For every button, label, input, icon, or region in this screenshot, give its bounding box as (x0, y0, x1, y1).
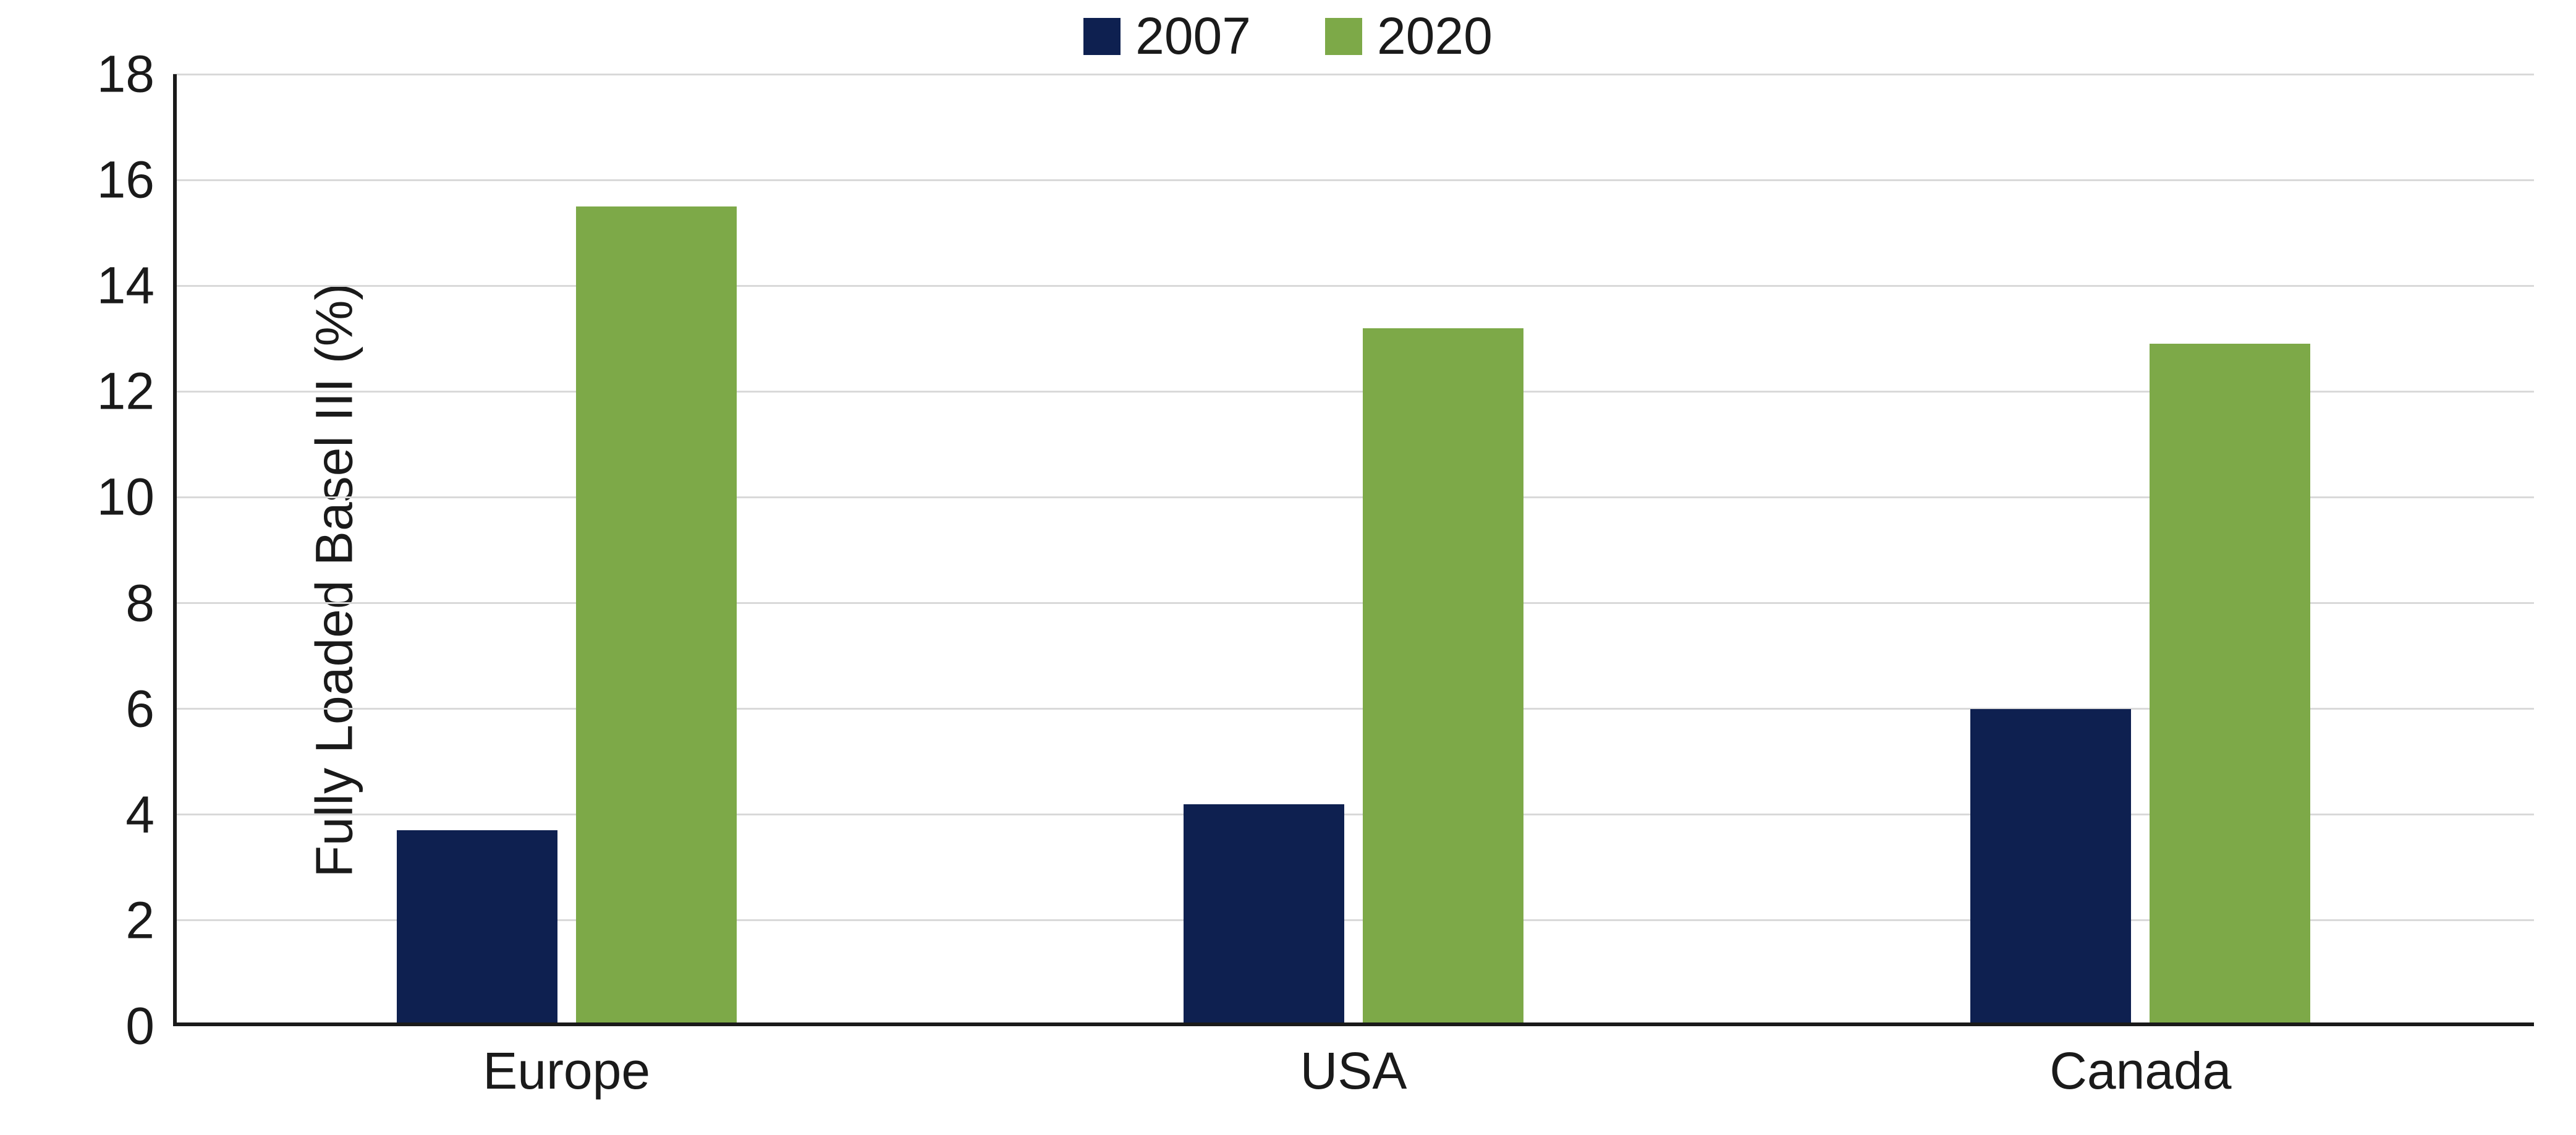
x-tick-label: USA (1300, 1026, 1407, 1101)
plot-area: 024681012141618 EuropeUSACanada (173, 74, 2534, 1026)
gridline (173, 285, 2534, 287)
y-tick-label: 6 (125, 679, 173, 739)
legend-item-2020: 2020 (1325, 6, 1493, 66)
legend-item-2007: 2007 (1083, 6, 1251, 66)
gridline (173, 179, 2534, 181)
x-tick-label: Europe (483, 1026, 650, 1101)
legend: 2007 2020 (0, 6, 2576, 66)
bar (2150, 344, 2310, 1026)
legend-label-2007: 2007 (1135, 6, 1251, 66)
y-tick-label: 16 (97, 150, 173, 210)
x-tick-label: Canada (2049, 1026, 2231, 1101)
legend-swatch-2007 (1083, 18, 1121, 55)
y-tick-label: 12 (97, 362, 173, 422)
bar (397, 830, 557, 1026)
bar (1363, 328, 1523, 1026)
y-tick-label: 18 (97, 45, 173, 104)
legend-label-2020: 2020 (1377, 6, 1493, 66)
y-axis-line (173, 74, 177, 1026)
bar (576, 206, 737, 1026)
y-tick-label: 2 (125, 890, 173, 950)
gridline (173, 74, 2534, 75)
chart-container: 2007 2020 Fully Loaded Basel III (%) 024… (0, 0, 2576, 1135)
bar (1970, 709, 2131, 1026)
y-tick-label: 0 (125, 997, 173, 1056)
y-tick-label: 14 (97, 256, 173, 316)
bar (1184, 804, 1344, 1026)
y-tick-label: 8 (125, 573, 173, 633)
y-tick-label: 4 (125, 784, 173, 844)
y-tick-label: 10 (97, 467, 173, 527)
legend-swatch-2020 (1325, 18, 1362, 55)
